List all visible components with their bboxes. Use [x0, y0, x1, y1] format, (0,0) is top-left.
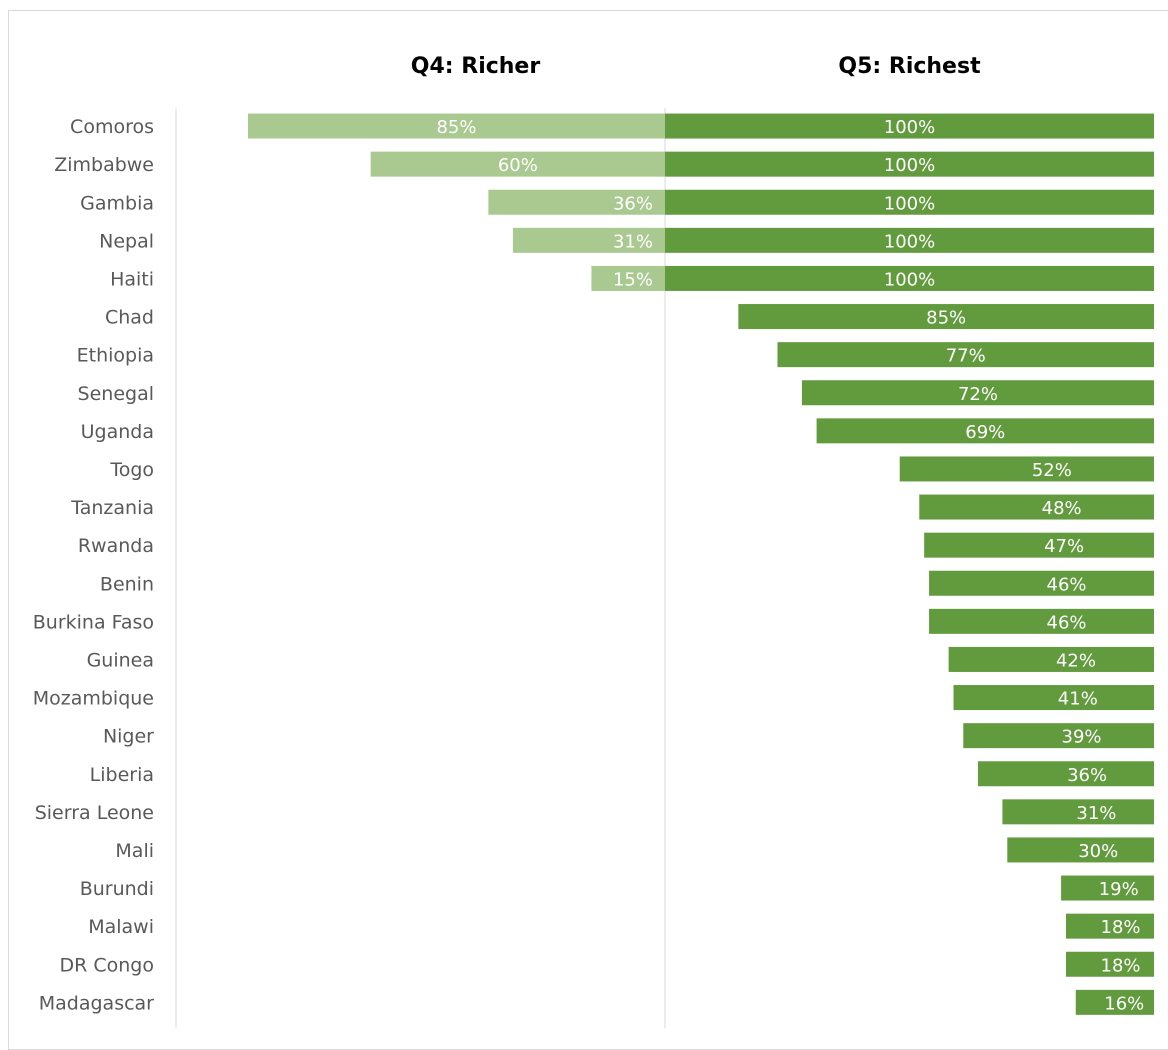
series-title-left: Q4: Richer: [411, 54, 541, 79]
value-label-richest-mozambique: 41%: [1058, 689, 1098, 710]
value-label-richer-gambia: 36%: [613, 193, 653, 214]
category-label-chad: Chad: [105, 307, 154, 329]
category-label-guinea: Guinea: [87, 649, 154, 671]
bar-richest-uganda: [816, 418, 1154, 444]
bar-richer-nepal: [512, 227, 665, 253]
value-label-richest-haiti: 100%: [884, 269, 935, 290]
category-label-uganda: Uganda: [81, 421, 154, 443]
category-label-comoros: Comoros: [70, 116, 154, 138]
value-label-richest-liberia: 36%: [1067, 765, 1107, 786]
bar-richest-rwanda: [924, 532, 1154, 558]
value-label-richer-zimbabwe: 60%: [498, 155, 538, 176]
bar-richest-comoros: [665, 113, 1154, 139]
category-label-dr-congo: DR Congo: [60, 954, 155, 976]
category-label-ethiopia: Ethiopia: [77, 345, 154, 367]
value-label-richest-mali: 30%: [1078, 841, 1118, 862]
bar-richest-niger: [963, 723, 1154, 749]
value-label-richest-uganda: 69%: [965, 422, 1005, 443]
value-label-richest-guinea: 42%: [1056, 650, 1096, 671]
bar-richest-mozambique: [953, 685, 1154, 711]
value-label-richer-nepal: 31%: [613, 231, 653, 252]
bars-layer: [248, 113, 1154, 1015]
category-label-malawi: Malawi: [88, 916, 154, 938]
value-label-richest-gambia: 100%: [884, 193, 935, 214]
category-label-togo: Togo: [109, 459, 154, 481]
value-label-richest-comoros: 100%: [884, 117, 935, 138]
bar-richest-mali: [1007, 837, 1154, 863]
bar-richer-haiti: [591, 265, 665, 291]
bar-richest-togo: [899, 456, 1154, 482]
bar-richest-sierra-leone: [1002, 799, 1154, 825]
bar-richest-burundi: [1061, 875, 1154, 901]
bar-richest-ethiopia: [777, 342, 1154, 368]
bar-richest-malawi: [1065, 913, 1154, 939]
category-label-niger: Niger: [103, 726, 154, 748]
category-label-mali: Mali: [115, 840, 154, 862]
category-label-liberia: Liberia: [90, 764, 154, 786]
value-label-richest-ethiopia: 77%: [946, 346, 986, 367]
bar-richest-chad: [738, 304, 1154, 330]
bar-richest-dr-congo: [1065, 951, 1154, 977]
bar-richest-haiti: [665, 265, 1154, 291]
category-label-rwanda: Rwanda: [78, 535, 154, 557]
value-label-richest-madagascar: 16%: [1104, 993, 1144, 1014]
bar-richest-senegal: [801, 380, 1154, 406]
chart-svg: Q4: Richer Q5: Richest Comoros 100% 85% Zimba…: [33, 54, 1154, 1029]
value-label-richest-chad: 85%: [926, 308, 966, 329]
bar-richest-burkina-faso: [929, 608, 1154, 634]
bar-richest-guinea: [948, 646, 1154, 672]
value-label-richest-tanzania: 48%: [1042, 498, 1082, 519]
value-label-richest-senegal: 72%: [958, 384, 998, 405]
value-label-richest-burundi: 19%: [1099, 879, 1139, 900]
category-label-burkina-faso: Burkina Faso: [33, 611, 154, 633]
category-label-sierra-leone: Sierra Leone: [35, 802, 154, 824]
category-label-nepal: Nepal: [99, 230, 154, 252]
series-title-right: Q5: Richest: [838, 54, 981, 79]
category-label-tanzania: Tanzania: [70, 497, 154, 519]
value-label-richest-niger: 39%: [1062, 727, 1102, 748]
bar-richest-madagascar: [1075, 989, 1154, 1015]
category-label-burundi: Burundi: [80, 878, 154, 900]
chart-frame: Q4: Richer Q5: Richest Comoros 100% 85% Zimba…: [8, 10, 1168, 1050]
value-label-richest-togo: 52%: [1032, 460, 1072, 481]
value-label-richest-benin: 46%: [1047, 574, 1087, 595]
category-label-haiti: Haiti: [110, 268, 154, 290]
value-label-richer-haiti: 15%: [613, 269, 653, 290]
value-label-richest-malawi: 18%: [1101, 917, 1141, 938]
labels-layer: Q4: Richer Q5: Richest Comoros 100% 85% Zimba…: [33, 54, 1145, 1014]
category-label-senegal: Senegal: [78, 383, 154, 405]
bar-richest-tanzania: [919, 494, 1154, 520]
bar-richer-zimbabwe: [370, 151, 665, 177]
value-label-richest-zimbabwe: 100%: [884, 155, 935, 176]
bar-richer-gambia: [488, 189, 665, 215]
value-label-richest-nepal: 100%: [884, 231, 935, 252]
category-label-zimbabwe: Zimbabwe: [54, 154, 154, 176]
bar-richest-gambia: [665, 189, 1154, 215]
bar-richer-comoros: [248, 113, 665, 139]
axes-layer: [175, 108, 666, 1029]
bar-richest-liberia: [977, 761, 1154, 787]
bar-richest-benin: [929, 570, 1154, 596]
category-label-madagascar: Madagascar: [39, 992, 154, 1014]
bar-richest-nepal: [665, 227, 1154, 253]
value-label-richest-dr-congo: 18%: [1101, 955, 1141, 976]
value-label-richest-burkina-faso: 46%: [1047, 612, 1087, 633]
category-label-mozambique: Mozambique: [33, 688, 154, 710]
category-label-benin: Benin: [100, 573, 154, 595]
category-label-gambia: Gambia: [80, 192, 154, 214]
value-label-richest-sierra-leone: 31%: [1076, 803, 1116, 824]
bar-richest-zimbabwe: [665, 151, 1154, 177]
value-label-richer-comoros: 85%: [436, 117, 476, 138]
value-label-richest-rwanda: 47%: [1044, 536, 1084, 557]
